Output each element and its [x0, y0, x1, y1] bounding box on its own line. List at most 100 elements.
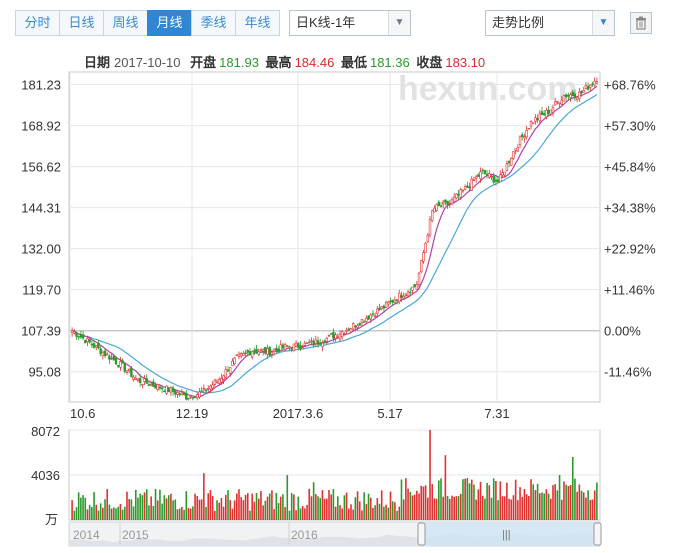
volume-bar [440, 478, 442, 520]
candle-body [191, 397, 195, 399]
candle-body [411, 286, 414, 291]
volume-bar [499, 481, 502, 520]
candle-body [540, 111, 544, 116]
candle-body [244, 352, 247, 354]
close-label: 收盘 [416, 55, 443, 70]
volume-bar [411, 495, 414, 520]
volume-bar [416, 490, 418, 520]
volume-bar [172, 500, 174, 520]
candle-body [514, 148, 517, 151]
candle-body [437, 201, 441, 206]
candle-body [81, 334, 85, 339]
tab-daily[interactable]: 日线 [59, 10, 104, 36]
volume-bar [185, 491, 188, 520]
candle-body [523, 136, 526, 139]
candle-body [362, 321, 366, 323]
candle-body [477, 174, 480, 177]
volume-bar [589, 499, 592, 520]
volume-bar [495, 480, 497, 520]
candle-body [297, 342, 300, 348]
volume-bar [161, 503, 163, 520]
ma-short-line [71, 85, 598, 398]
candle-body [488, 173, 491, 178]
candle-body [189, 395, 192, 398]
volume-tick-mid: 4036 [31, 468, 60, 483]
candle-body [152, 381, 155, 387]
volume-bar [420, 485, 423, 520]
volume-bar [558, 475, 561, 520]
candle-body [321, 343, 324, 347]
volume-bar [163, 495, 166, 520]
volume-bar [233, 500, 236, 520]
candle-body [439, 205, 443, 207]
volume-bar [244, 494, 247, 520]
volume-bar [117, 506, 120, 520]
volume-bar [321, 490, 324, 520]
candle-body [163, 390, 166, 393]
candle-body [73, 331, 76, 334]
tab-intraday[interactable]: 分时 [15, 10, 60, 36]
candle-body [90, 343, 94, 346]
tab-quarterly[interactable]: 季线 [191, 10, 236, 36]
candle-body [516, 147, 520, 152]
candle-body [248, 351, 252, 356]
candle-body [103, 350, 107, 357]
candle-body [567, 95, 570, 97]
candle-body [292, 343, 296, 352]
candle-body [551, 106, 555, 113]
volume-bar [424, 485, 427, 520]
candle-body [242, 352, 245, 356]
trash-icon[interactable] [630, 12, 652, 34]
volume-bar [95, 504, 98, 520]
volume-bar [132, 506, 135, 520]
volume-bar [290, 493, 293, 520]
candle-body [198, 391, 201, 398]
volume-bar [488, 485, 491, 520]
candle-body [255, 348, 258, 354]
candle-body [288, 346, 291, 349]
volume-bar [363, 492, 365, 520]
navigator-left-handle[interactable] [417, 522, 426, 546]
candle-body [589, 84, 592, 88]
volume-bar [591, 499, 594, 520]
x-tick: 12.19 [176, 406, 209, 421]
candle-body [556, 101, 559, 103]
candle-body [132, 376, 135, 380]
volume-bar [391, 501, 394, 520]
candle-body [365, 317, 368, 322]
volume-bar [216, 500, 218, 520]
volume-bar [251, 493, 253, 520]
y-tick-right: -11.46% [604, 365, 652, 380]
volume-bar [183, 509, 185, 520]
volume-bar [407, 488, 409, 520]
volume-bar [350, 504, 352, 520]
candle-body [485, 173, 489, 176]
candle-body [483, 170, 487, 174]
tab-yearly[interactable]: 年线 [235, 10, 280, 36]
candle-body [393, 299, 397, 303]
candle-body [169, 387, 173, 393]
candle-body [121, 360, 124, 364]
candle-body [527, 128, 531, 130]
candle-body [246, 350, 249, 353]
candle-body [378, 307, 381, 311]
candle-body [211, 384, 214, 389]
candle-body [200, 390, 203, 392]
tab-weekly[interactable]: 周线 [103, 10, 148, 36]
period-select[interactable]: 日K线-1年 ▼ [289, 10, 411, 36]
candle-body [79, 334, 83, 338]
navigator-right-handle[interactable] [593, 522, 602, 546]
navigator-grip-icon[interactable]: ||| [502, 529, 511, 541]
indicator-select[interactable]: 走势比例 ▼ [485, 10, 615, 36]
candle-body [84, 340, 87, 344]
x-tick: 5.17 [377, 406, 402, 421]
volume-bar [565, 484, 567, 520]
volume-bar [347, 508, 350, 520]
navigator-selection[interactable] [422, 522, 598, 546]
volume-bar [361, 510, 363, 520]
volume-bar [567, 486, 570, 520]
volume-bar [209, 490, 212, 520]
volume-bar [514, 479, 517, 520]
volume-bar [260, 491, 262, 520]
